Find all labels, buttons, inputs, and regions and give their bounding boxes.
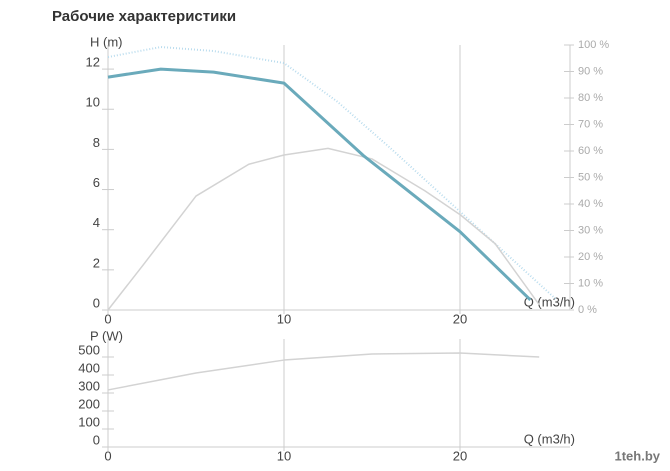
x-tick-label: 10 bbox=[277, 448, 291, 463]
y2-tick-label: 0 % bbox=[578, 304, 597, 316]
x-axis-label: Q (m3/h) bbox=[524, 431, 575, 446]
y-tick-label: 6 bbox=[93, 175, 100, 190]
series-line bbox=[107, 46, 558, 301]
y-tick-label: 0 bbox=[93, 295, 100, 310]
y-axis-label: H (m) bbox=[90, 34, 123, 49]
y-tick-label: 2 bbox=[93, 255, 100, 270]
y2-tick-label: 60 % bbox=[578, 145, 603, 157]
series-line bbox=[107, 67, 532, 302]
y-axis-label: P (W) bbox=[90, 328, 123, 343]
y-tick-label: 12 bbox=[86, 55, 100, 70]
y2-tick-label: 20 % bbox=[578, 251, 603, 263]
y-tick-label: 200 bbox=[78, 396, 100, 411]
x-tick-label: 20 bbox=[453, 311, 467, 326]
y2-tick-label: 80 % bbox=[578, 92, 603, 104]
y2-tick-label: 70 % bbox=[578, 118, 603, 130]
x-tick-label: 0 bbox=[104, 311, 111, 326]
x-tick-label: 20 bbox=[453, 448, 467, 463]
y2-tick-label: 100 % bbox=[578, 39, 609, 51]
y2-tick-label: 10 % bbox=[578, 277, 603, 289]
y-tick-label: 400 bbox=[78, 360, 100, 375]
y-tick-label: 10 bbox=[86, 95, 100, 110]
y-tick-label: 100 bbox=[78, 414, 100, 429]
x-tick-label: 0 bbox=[104, 448, 111, 463]
x-axis-label: Q (m3/h) bbox=[524, 294, 575, 309]
page-title: Рабочие характеристики bbox=[52, 8, 236, 25]
x-tick-label: 10 bbox=[277, 311, 291, 326]
y-tick-label: 8 bbox=[93, 135, 100, 150]
y-tick-label: 0 bbox=[93, 432, 100, 447]
watermark: 1teh.by bbox=[614, 448, 660, 463]
series-line bbox=[107, 147, 540, 311]
y-tick-label: 300 bbox=[78, 378, 100, 393]
y2-tick-label: 40 % bbox=[578, 198, 603, 210]
y-tick-label: 500 bbox=[78, 342, 100, 357]
y2-tick-label: 50 % bbox=[578, 171, 603, 183]
y-tick-label: 4 bbox=[93, 215, 100, 230]
series-line bbox=[107, 352, 540, 391]
y2-tick-label: 90 % bbox=[578, 65, 603, 77]
y2-tick-label: 30 % bbox=[578, 224, 603, 236]
